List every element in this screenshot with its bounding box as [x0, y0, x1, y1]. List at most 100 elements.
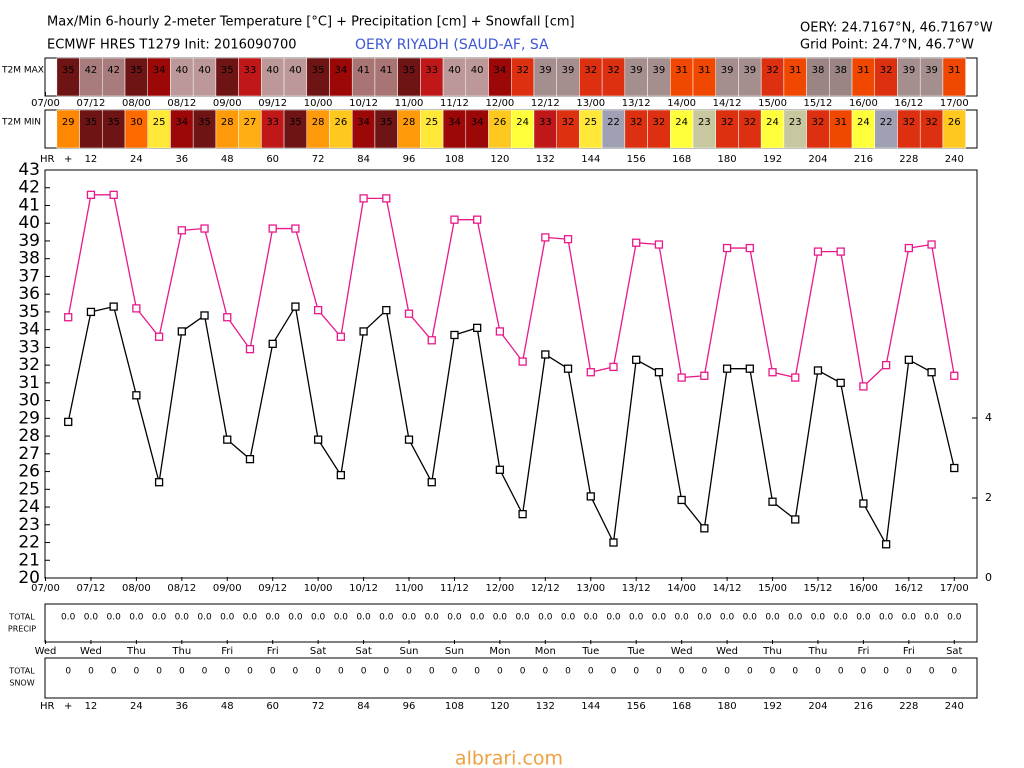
point-marker	[427, 336, 436, 345]
strip-value: 30	[130, 117, 143, 128]
precip-value: 0.0	[629, 613, 644, 623]
strip-value: 24	[857, 117, 870, 128]
strip-box	[829, 57, 853, 97]
strip-box	[715, 109, 739, 149]
strip-value: 35	[289, 117, 302, 128]
strip-value: 35	[380, 117, 393, 128]
hour-label: 108	[445, 154, 464, 165]
date-label: 09/12	[258, 98, 287, 109]
strip-value: 32	[562, 117, 575, 128]
strip-box	[442, 109, 467, 149]
hour-label: 180	[718, 701, 737, 712]
strip-box	[851, 109, 876, 149]
snow-value: 0	[134, 667, 140, 677]
strip-value: 41	[380, 65, 393, 76]
point-marker	[904, 355, 913, 364]
date-label: 11/12	[440, 98, 469, 109]
point-marker	[722, 243, 732, 253]
strip-value: 41	[357, 65, 370, 76]
station: OERY RIYADH (SAUD-AF, SA	[355, 37, 549, 53]
point-marker	[654, 368, 664, 377]
precip-value: 0.0	[447, 613, 462, 623]
point-marker	[268, 224, 277, 233]
snow-value: 0	[429, 667, 435, 677]
panel-frame	[44, 603, 978, 643]
weekday-label: Sat	[355, 646, 371, 657]
date-label: 17/00	[940, 583, 969, 594]
strip-box	[306, 57, 330, 97]
point-marker	[813, 247, 823, 256]
strip-box	[715, 57, 739, 97]
strip-value: 32	[743, 117, 756, 128]
weekday-label: Wed	[35, 646, 57, 657]
point-marker	[177, 327, 186, 336]
strip-box	[692, 109, 716, 149]
point-marker	[541, 350, 550, 359]
point-marker	[881, 360, 891, 370]
y-tick-label: 35	[18, 302, 40, 322]
date-label: 14/12	[713, 98, 742, 109]
point-marker	[950, 463, 959, 473]
strip-box	[351, 109, 376, 149]
point-marker	[154, 478, 164, 487]
hour-label: +	[64, 701, 72, 712]
strip-value: 35	[198, 117, 211, 128]
hour-label: 204	[808, 701, 827, 712]
strip-value: 24	[516, 117, 529, 128]
strip-box	[238, 109, 262, 149]
y-tick-label: 30	[18, 391, 40, 411]
date-label: 13/00	[576, 98, 605, 109]
date-label: 11/12	[440, 583, 469, 594]
series-line	[67, 304, 955, 547]
strip-box	[897, 57, 921, 97]
strip-label: T2M MAX	[1, 66, 44, 76]
point-marker	[791, 373, 800, 382]
weekday-label: Sat	[946, 646, 962, 657]
strip-value: 32	[880, 65, 893, 76]
date-label: 10/12	[349, 98, 378, 109]
strip-value: 39	[721, 65, 734, 76]
hour-label: 60	[266, 701, 279, 712]
strip-value: 34	[448, 117, 461, 128]
hour-label: 96	[403, 154, 416, 165]
strip-box	[147, 109, 171, 149]
strip-box	[306, 109, 330, 149]
hour-label: 48	[221, 154, 234, 165]
precip-value: 0.0	[311, 613, 326, 623]
hour-label: 120	[490, 701, 509, 712]
strip-box	[624, 57, 648, 97]
hour-label: 132	[536, 154, 555, 165]
weekday-label: Fri	[903, 646, 915, 657]
point-marker	[927, 240, 936, 249]
hour-label: 12	[85, 701, 98, 712]
strip-value: 35	[85, 117, 98, 128]
weekday-label: Thu	[762, 646, 782, 657]
y-tick-label: 22	[18, 533, 40, 553]
precip-value: 0.0	[765, 613, 780, 623]
strip-value: 38	[812, 65, 825, 76]
y-tick-label: 39	[18, 231, 40, 251]
strip-value: 28	[312, 117, 325, 128]
strip-value: 34	[494, 65, 507, 76]
strip-value: 28	[403, 117, 416, 128]
precip-value: 0.0	[697, 613, 712, 623]
hour-label: 36	[175, 701, 188, 712]
point-marker	[313, 305, 323, 315]
date-label: 08/00	[122, 98, 151, 109]
point-marker	[473, 215, 482, 224]
date-label: 15/00	[758, 98, 787, 109]
precip-value: 0.0	[129, 613, 144, 623]
strip-value: 34	[153, 65, 166, 76]
point-marker	[404, 435, 414, 444]
strip-value: 35	[62, 65, 75, 76]
hour-label: 144	[581, 701, 600, 712]
point-marker	[609, 362, 618, 372]
strip-box	[329, 57, 353, 97]
point-marker	[836, 247, 845, 256]
snow-value: 0	[747, 667, 753, 677]
weekday-label: Thu	[808, 646, 828, 657]
precip-value: 0.0	[175, 613, 190, 623]
precip-value: 0.0	[402, 613, 417, 623]
date-label: 11/00	[395, 583, 424, 594]
strip-box	[624, 109, 648, 149]
